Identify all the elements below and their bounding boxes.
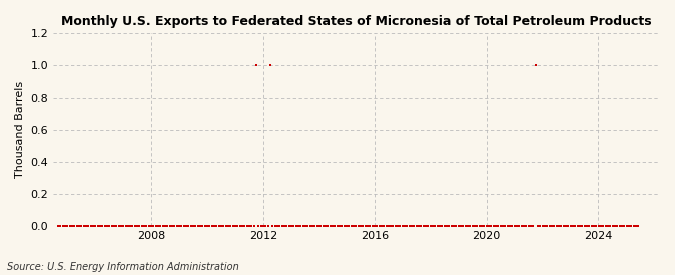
Title: Monthly U.S. Exports to Federated States of Micronesia of Total Petroleum Produc: Monthly U.S. Exports to Federated States… <box>61 15 652 28</box>
Y-axis label: Thousand Barrels: Thousand Barrels <box>15 81 25 178</box>
Text: Source: U.S. Energy Information Administration: Source: U.S. Energy Information Administ… <box>7 262 238 272</box>
